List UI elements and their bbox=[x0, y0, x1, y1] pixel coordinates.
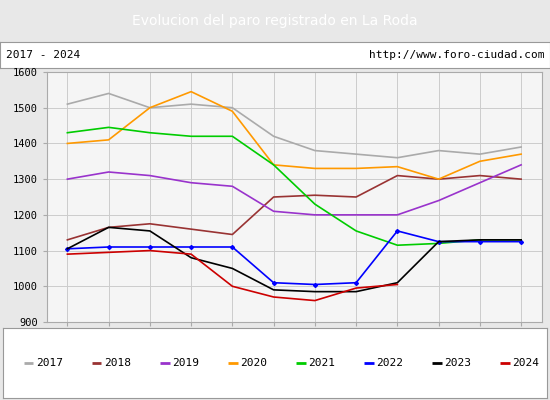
Text: 2022: 2022 bbox=[376, 358, 403, 368]
Text: 2019: 2019 bbox=[172, 358, 199, 368]
Text: 2020: 2020 bbox=[240, 358, 267, 368]
Text: 2018: 2018 bbox=[104, 358, 131, 368]
Text: 2017 - 2024: 2017 - 2024 bbox=[6, 50, 80, 60]
Text: 2024: 2024 bbox=[513, 358, 540, 368]
Text: 2021: 2021 bbox=[309, 358, 336, 368]
Text: Evolucion del paro registrado en La Roda: Evolucion del paro registrado en La Roda bbox=[132, 14, 418, 28]
Text: http://www.foro-ciudad.com: http://www.foro-ciudad.com bbox=[369, 50, 544, 60]
Text: 2023: 2023 bbox=[444, 358, 471, 368]
Text: 2017: 2017 bbox=[36, 358, 63, 368]
